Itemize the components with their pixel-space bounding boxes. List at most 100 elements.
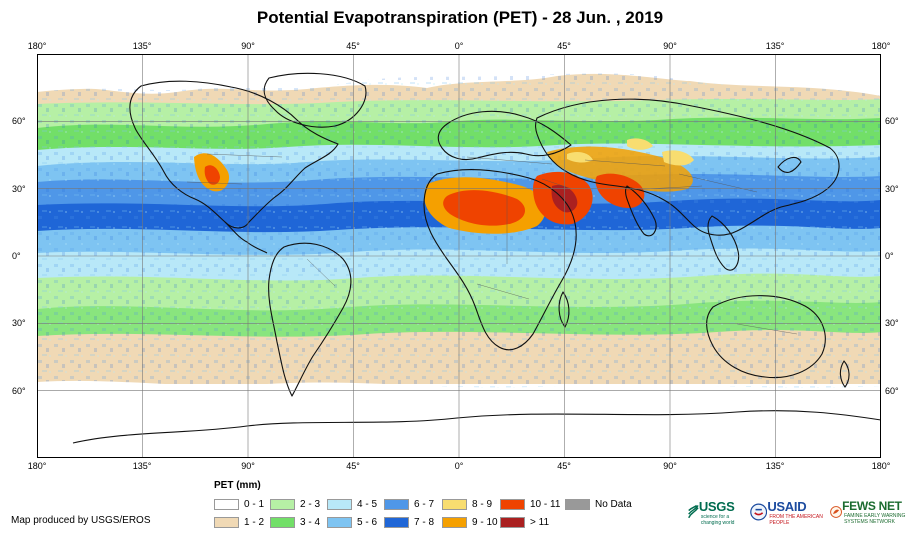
- australia-coast: [706, 295, 826, 379]
- legend-item-10-11: 10 - 11: [500, 497, 560, 511]
- japan-coast: [777, 156, 802, 173]
- legend-label: 6 - 7: [414, 498, 435, 510]
- legend-item-8-9: 8 - 9: [442, 497, 492, 511]
- map-frame: [37, 54, 881, 458]
- fews-net-wordmark: FEWS NET: [842, 499, 902, 513]
- fews-net-tagline: FAMINE EARLY WARNING SYSTEMS NETWORK: [844, 513, 906, 525]
- left-latitude-label: 0°: [12, 251, 21, 261]
- legend-label: > 11: [530, 516, 549, 528]
- legend-swatch: [214, 498, 239, 510]
- top-longitude-label: 135°: [132, 41, 152, 51]
- left-latitude-label: 30°: [12, 184, 26, 194]
- bottom-longitude-label: 90°: [663, 461, 677, 471]
- top-longitude-label: 180°: [27, 41, 47, 51]
- legend-label: 0 - 1: [244, 498, 265, 510]
- central-america-coast: [224, 221, 268, 254]
- fews-net-leaf-icon: [830, 506, 842, 518]
- country-borders: [186, 153, 798, 335]
- legend-swatch: [500, 516, 525, 528]
- coastlines: [72, 72, 881, 444]
- legend-item-1-2: 1 - 2: [214, 515, 264, 529]
- left-latitude-label: 60°: [12, 116, 26, 126]
- hot-region-patches: [567, 138, 694, 166]
- top-longitude-label: 135°: [765, 41, 785, 51]
- hot-region-sahara-core: [443, 190, 525, 226]
- india-coast: [624, 185, 657, 237]
- asia-coast: [534, 98, 840, 236]
- legend-swatch: [442, 516, 467, 528]
- hot-region-southwest-us-core: [204, 165, 220, 185]
- right-latitude-label: 0°: [885, 251, 894, 261]
- legend-swatch: [500, 498, 525, 510]
- legend-label: 1 - 2: [244, 516, 265, 528]
- legend-label: 8 - 9: [472, 498, 493, 510]
- europe-coast: [437, 110, 572, 161]
- usgs-mark-icon: [688, 504, 699, 519]
- top-longitude-label: 180°: [871, 41, 891, 51]
- legend-label: 5 - 6: [357, 516, 378, 528]
- bottom-longitude-label: 45°: [346, 461, 360, 471]
- border-line: [186, 153, 798, 335]
- pet-world-map: [37, 54, 881, 458]
- legend-label: 9 - 10: [472, 516, 498, 528]
- legend-title: PET (mm): [214, 480, 261, 491]
- usgs-tagline: science for a changing world: [700, 513, 735, 526]
- legend-item-no-data: No Data: [565, 497, 632, 511]
- hot-region-iran: [595, 173, 645, 208]
- antarctica-coast: [72, 410, 881, 444]
- legend-item-2-3: 2 - 3: [270, 497, 320, 511]
- legend-swatch: [565, 498, 590, 510]
- legend-swatch: [384, 516, 409, 528]
- legend-label: No Data: [595, 498, 632, 510]
- bottom-longitude-label: 45°: [557, 461, 571, 471]
- top-longitude-label: 90°: [663, 41, 677, 51]
- legend-item-7-8: 7 - 8: [384, 515, 434, 529]
- madagascar-coast: [558, 291, 570, 328]
- right-latitude-label: 60°: [885, 386, 899, 396]
- legend-swatch: [270, 498, 295, 510]
- legend-label: 2 - 3: [300, 498, 321, 510]
- usaid-seal-icon: [750, 503, 768, 521]
- legend-item-0-1: 0 - 1: [214, 497, 264, 511]
- legend-swatch: [214, 516, 239, 528]
- legend-item-5-6: 5 - 6: [327, 515, 377, 529]
- right-latitude-label: 60°: [885, 116, 899, 126]
- legend-item-3-4: 3 - 4: [270, 515, 320, 529]
- legend-item-over-11: > 11: [500, 515, 549, 529]
- legend-item-6-7: 6 - 7: [384, 497, 434, 511]
- top-longitude-label: 0°: [454, 41, 464, 51]
- south-america-coast: [268, 242, 352, 397]
- bottom-longitude-label: 180°: [871, 461, 891, 471]
- legend-label: 4 - 5: [357, 498, 378, 510]
- bottom-longitude-label: 90°: [241, 461, 255, 471]
- legend-swatch: [384, 498, 409, 510]
- left-latitude-label: 60°: [12, 386, 26, 396]
- legend-swatch: [442, 498, 467, 510]
- right-latitude-label: 30°: [885, 318, 899, 328]
- legend-label: 3 - 4: [300, 516, 321, 528]
- hot-regions: [194, 138, 694, 234]
- legend-item-4-5: 4 - 5: [327, 497, 377, 511]
- bottom-longitude-label: 0°: [454, 461, 464, 471]
- usaid-tagline: FROM THE AMERICAN PEOPLE: [769, 513, 823, 526]
- greenland-coast: [263, 72, 367, 128]
- legend-swatch: [327, 516, 352, 528]
- map-title: Potential Evapotranspiration (PET) - 28 …: [256, 8, 664, 27]
- usgs-wordmark: USGS: [698, 498, 735, 514]
- top-longitude-label: 45°: [346, 41, 360, 51]
- top-longitude-label: 90°: [241, 41, 255, 51]
- legend-item-9-10: 9 - 10: [442, 515, 498, 529]
- bottom-longitude-label: 180°: [27, 461, 47, 471]
- legend-swatch: [327, 498, 352, 510]
- bottom-longitude-label: 135°: [132, 461, 152, 471]
- top-longitude-label: 45°: [557, 41, 571, 51]
- map-credit: Map produced by USGS/EROS: [11, 515, 151, 526]
- new-zealand-coast: [839, 360, 850, 388]
- pet-legend: 0 - 1 1 - 2 2 - 3 3 - 4 4 - 5 5 - 6 6 - …: [214, 497, 664, 533]
- legend-label: 10 - 11: [530, 498, 561, 510]
- usaid-wordmark: USAID: [767, 498, 807, 514]
- bottom-longitude-label: 135°: [765, 461, 785, 471]
- southeast-asia-coast: [707, 215, 740, 271]
- fews-net-logo: FEWS NET FAMINE EARLY WARNING SYSTEMS NE…: [830, 498, 912, 526]
- graticule: [37, 54, 881, 458]
